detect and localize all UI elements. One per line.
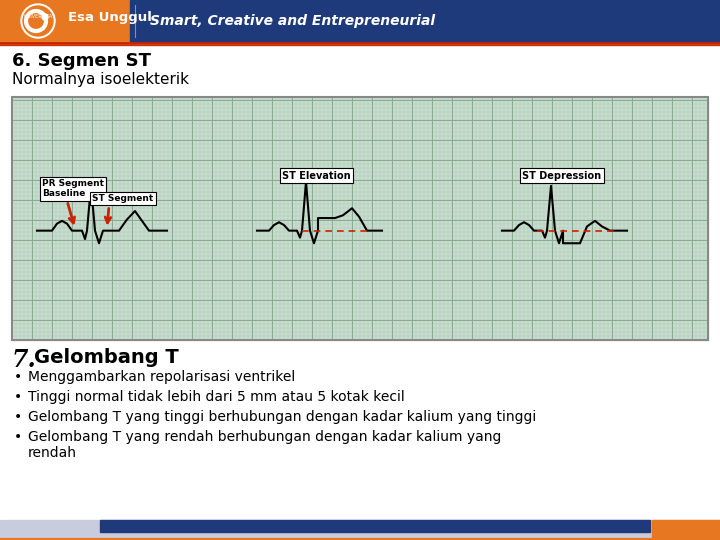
Text: Smart, Creative and Entrepreneurial: Smart, Creative and Entrepreneurial [150, 14, 435, 28]
Circle shape [21, 4, 55, 38]
Bar [652, 520, 720, 540]
Circle shape [42, 14, 48, 20]
Text: Esa Unggul: Esa Unggul [68, 11, 152, 24]
Text: Normalnya isoelekterik: Normalnya isoelekterik [12, 72, 189, 87]
Bar [0, 520, 720, 540]
Text: Menggambarkan repolarisasi ventrikel: Menggambarkan repolarisasi ventrikel [28, 370, 295, 384]
Bar [130, 0, 720, 42]
Bar [100, 520, 650, 532]
Bar [12, 97, 708, 340]
Circle shape [23, 6, 53, 36]
Text: •: • [14, 390, 22, 404]
Bar [0, 0, 130, 42]
Text: •: • [14, 370, 22, 384]
Text: Gelombang T yang rendah berhubungan dengan kadar kalium yang
rendah: Gelombang T yang rendah berhubungan deng… [28, 430, 501, 460]
Text: 6. Segmen ST: 6. Segmen ST [12, 52, 151, 70]
Text: Tinggi normal tidak lebih dari 5 mm atau 5 kotak kecil: Tinggi normal tidak lebih dari 5 mm atau… [28, 390, 405, 404]
Text: PR Segment
Baseline: PR Segment Baseline [42, 179, 104, 198]
Text: ST Depression: ST Depression [522, 171, 601, 181]
Text: •: • [14, 410, 22, 424]
Text: ST Elevation: ST Elevation [282, 171, 351, 181]
Bar [12, 97, 708, 340]
Text: 7.: 7. [12, 348, 37, 372]
Text: ST Segment: ST Segment [92, 194, 153, 203]
Text: UNIVERSITAS: UNIVERSITAS [24, 14, 56, 18]
Text: Gelombang T yang tinggi berhubungan dengan kadar kalium yang tinggi: Gelombang T yang tinggi berhubungan deng… [28, 410, 536, 424]
Text: Gelombang T: Gelombang T [34, 348, 179, 367]
Text: •: • [14, 430, 22, 444]
